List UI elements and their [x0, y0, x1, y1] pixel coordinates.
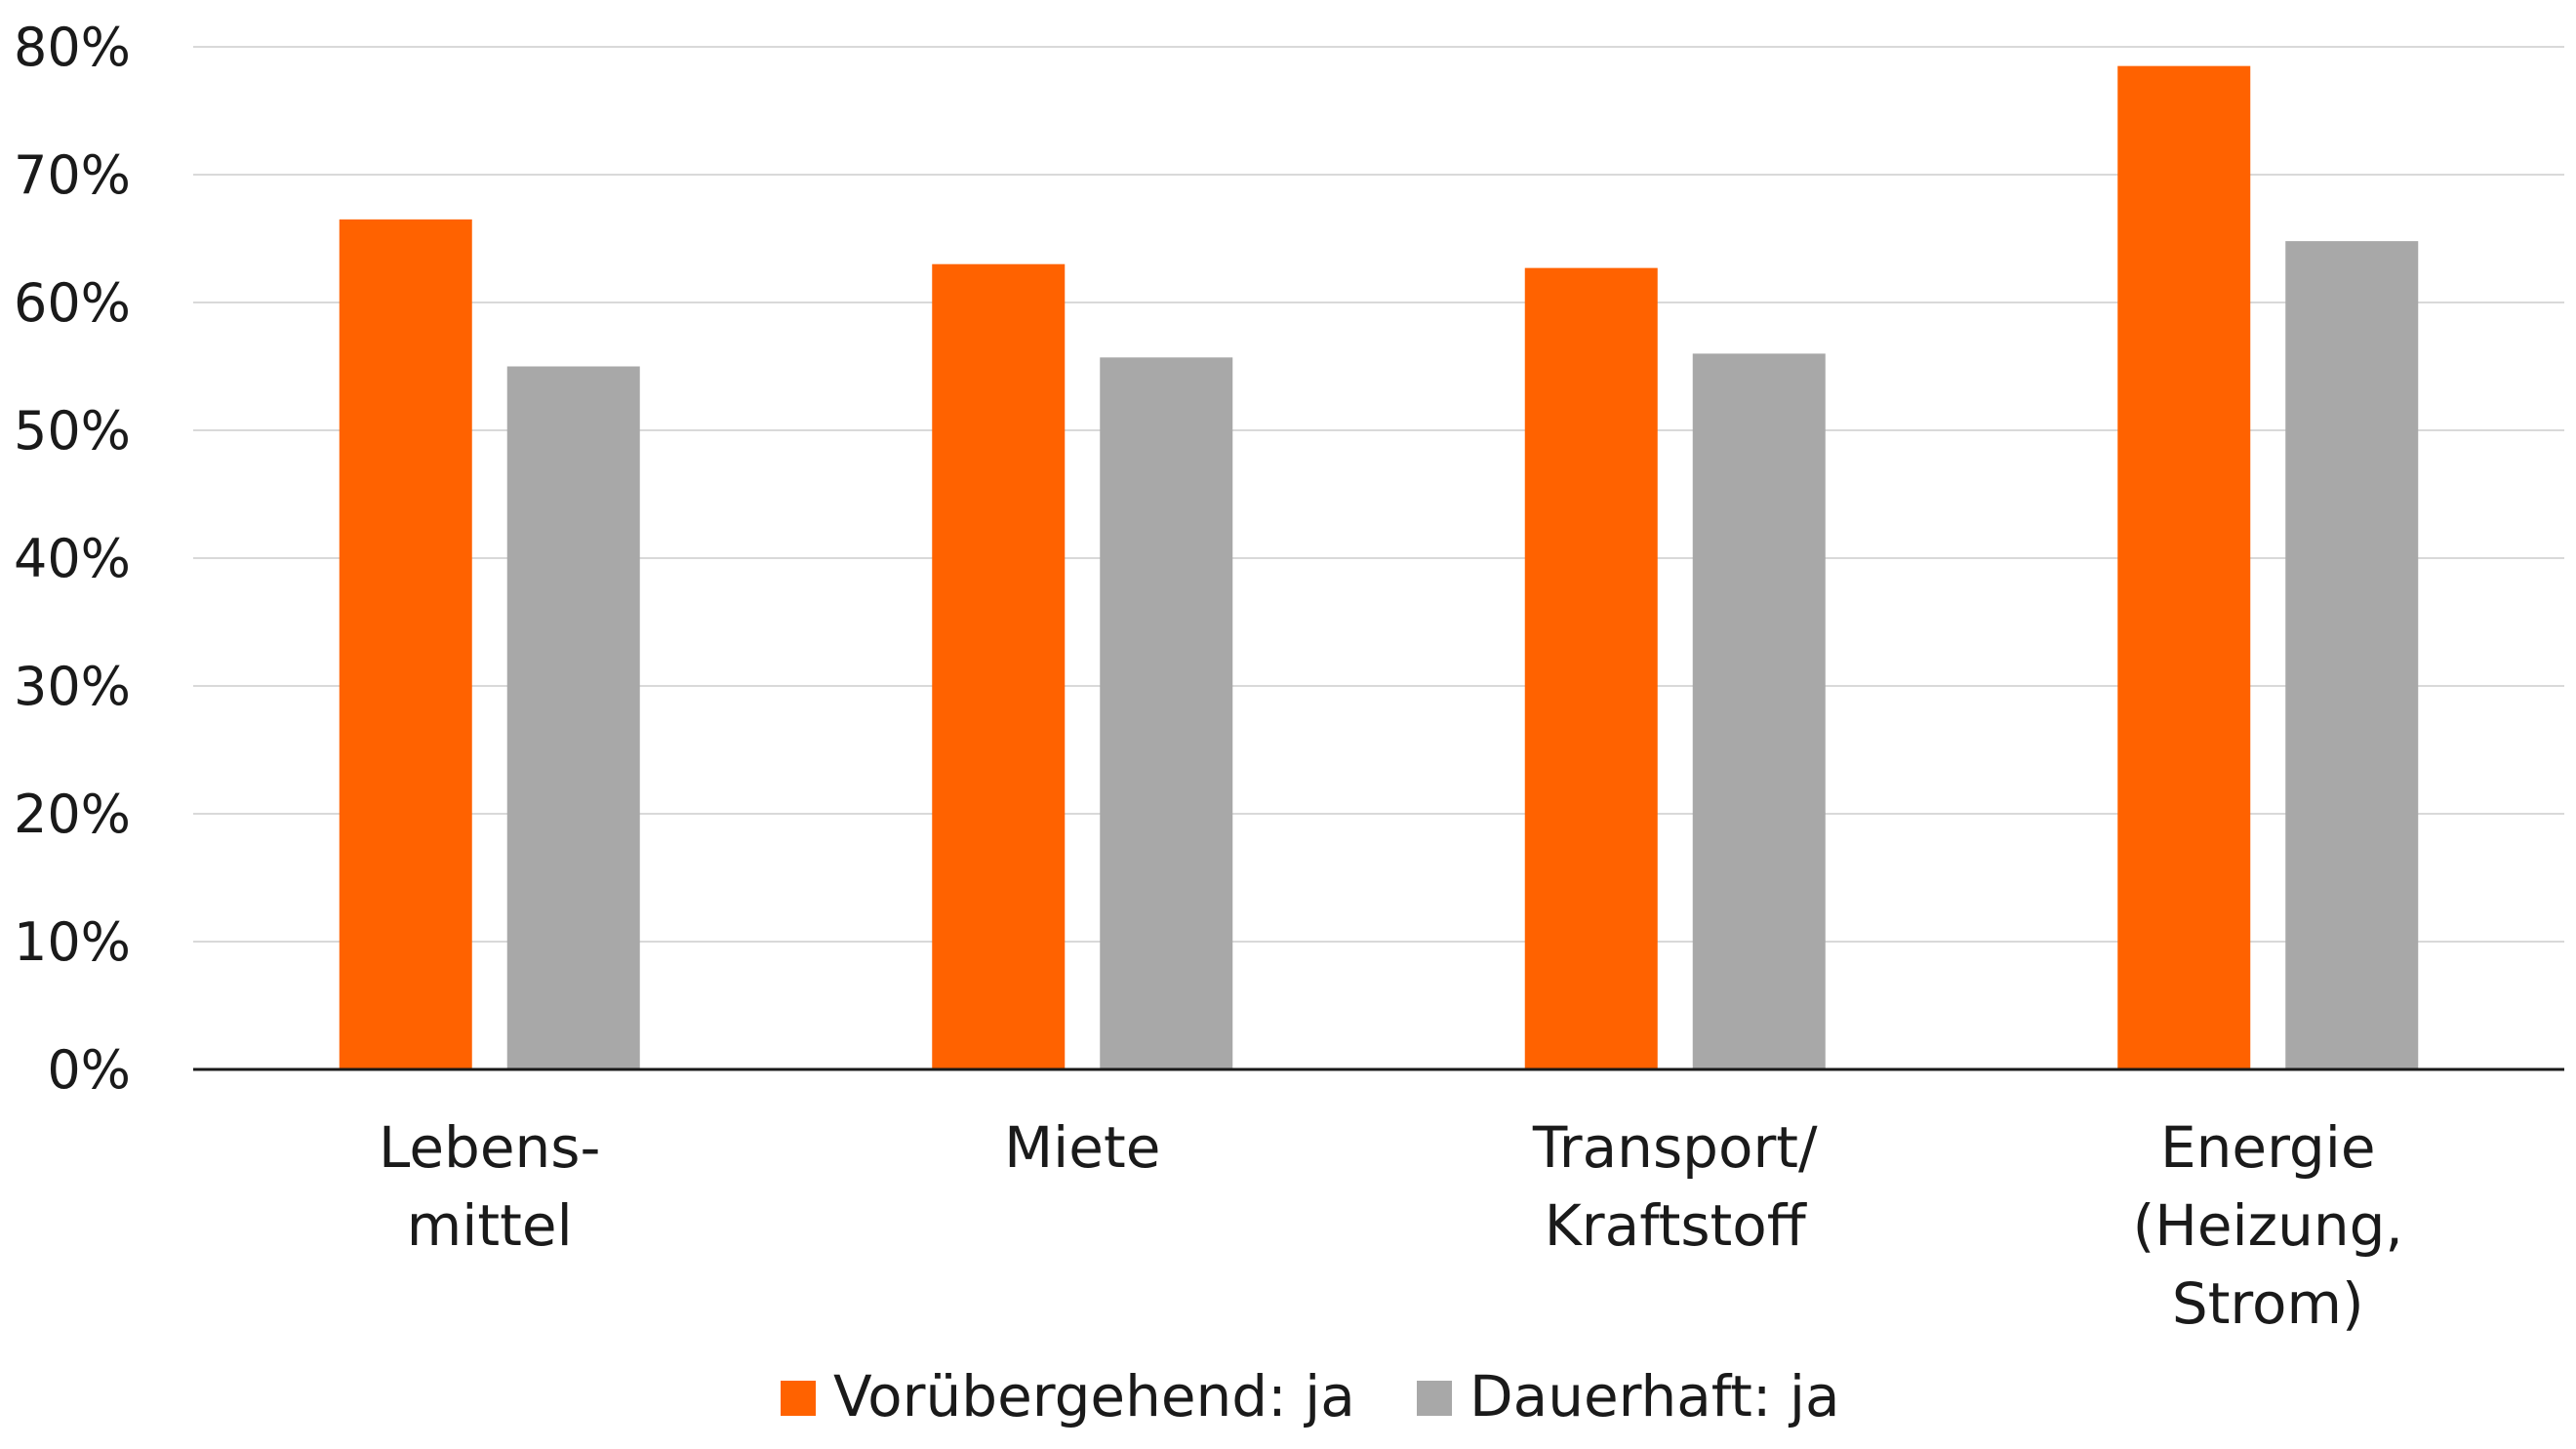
bar-dauerhaft-3: [2285, 241, 2419, 1069]
y-axis-ticks: 0% 10% 20% 30% 40% 50% 60% 70% 80%: [14, 17, 131, 1101]
x-tick-label-line: Strom): [2172, 1270, 2364, 1337]
x-tick-label-line: Transport/: [1532, 1114, 1818, 1181]
y-tick-label: 20%: [14, 784, 131, 845]
y-tick-label: 60%: [14, 272, 131, 334]
x-tick-label-line: Miete: [1004, 1114, 1160, 1181]
bar-dauerhaft-1: [1100, 357, 1233, 1070]
bar-voruebergehend-0: [339, 219, 472, 1070]
y-tick-label: 10%: [14, 911, 131, 973]
x-tick-label: Transport/Kraftstoff: [1532, 1114, 1818, 1259]
bar-dauerhaft-0: [506, 366, 640, 1069]
x-tick-label: Lebens-mittel: [379, 1114, 600, 1259]
y-tick-label: 40%: [14, 528, 131, 589]
legend-label: Dauerhaft: ja: [1469, 1363, 1840, 1429]
bars: [339, 65, 2419, 1070]
x-axis-labels: Lebens-mittel Miete Transport/Kraftstoff En…: [379, 1114, 2403, 1337]
bar-dauerhaft-2: [1692, 353, 1826, 1069]
legend: Vorübergehend: ja Dauerhaft: ja: [781, 1363, 1840, 1429]
bar-voruebergehend-1: [932, 263, 1066, 1069]
y-tick-label: 80%: [14, 17, 131, 78]
legend-swatch: [781, 1381, 816, 1416]
x-tick-label-line: Energie: [2160, 1114, 2376, 1181]
y-tick-label: 0%: [47, 1039, 131, 1101]
x-tick-label-line: Kraftstoff: [1545, 1192, 1808, 1259]
y-tick-label: 70%: [14, 144, 131, 206]
x-tick-label-line: mittel: [407, 1192, 573, 1259]
y-tick-label: 50%: [14, 400, 131, 462]
bar-voruebergehend-3: [2117, 65, 2251, 1069]
bar-voruebergehend-2: [1524, 267, 1658, 1069]
x-tick-label: Energie (Heizung, Strom): [2133, 1114, 2403, 1337]
x-tick-label: Miete: [1004, 1114, 1160, 1181]
legend-swatch: [1417, 1381, 1452, 1416]
y-tick-label: 30%: [14, 656, 131, 717]
x-tick-label-line: (Heizung,: [2133, 1192, 2403, 1259]
legend-item: Dauerhaft: ja: [1417, 1363, 1840, 1429]
legend-item: Vorübergehend: ja: [781, 1363, 1355, 1429]
legend-label: Vorübergehend: ja: [833, 1363, 1355, 1429]
x-tick-label-line: Lebens-: [379, 1114, 600, 1181]
